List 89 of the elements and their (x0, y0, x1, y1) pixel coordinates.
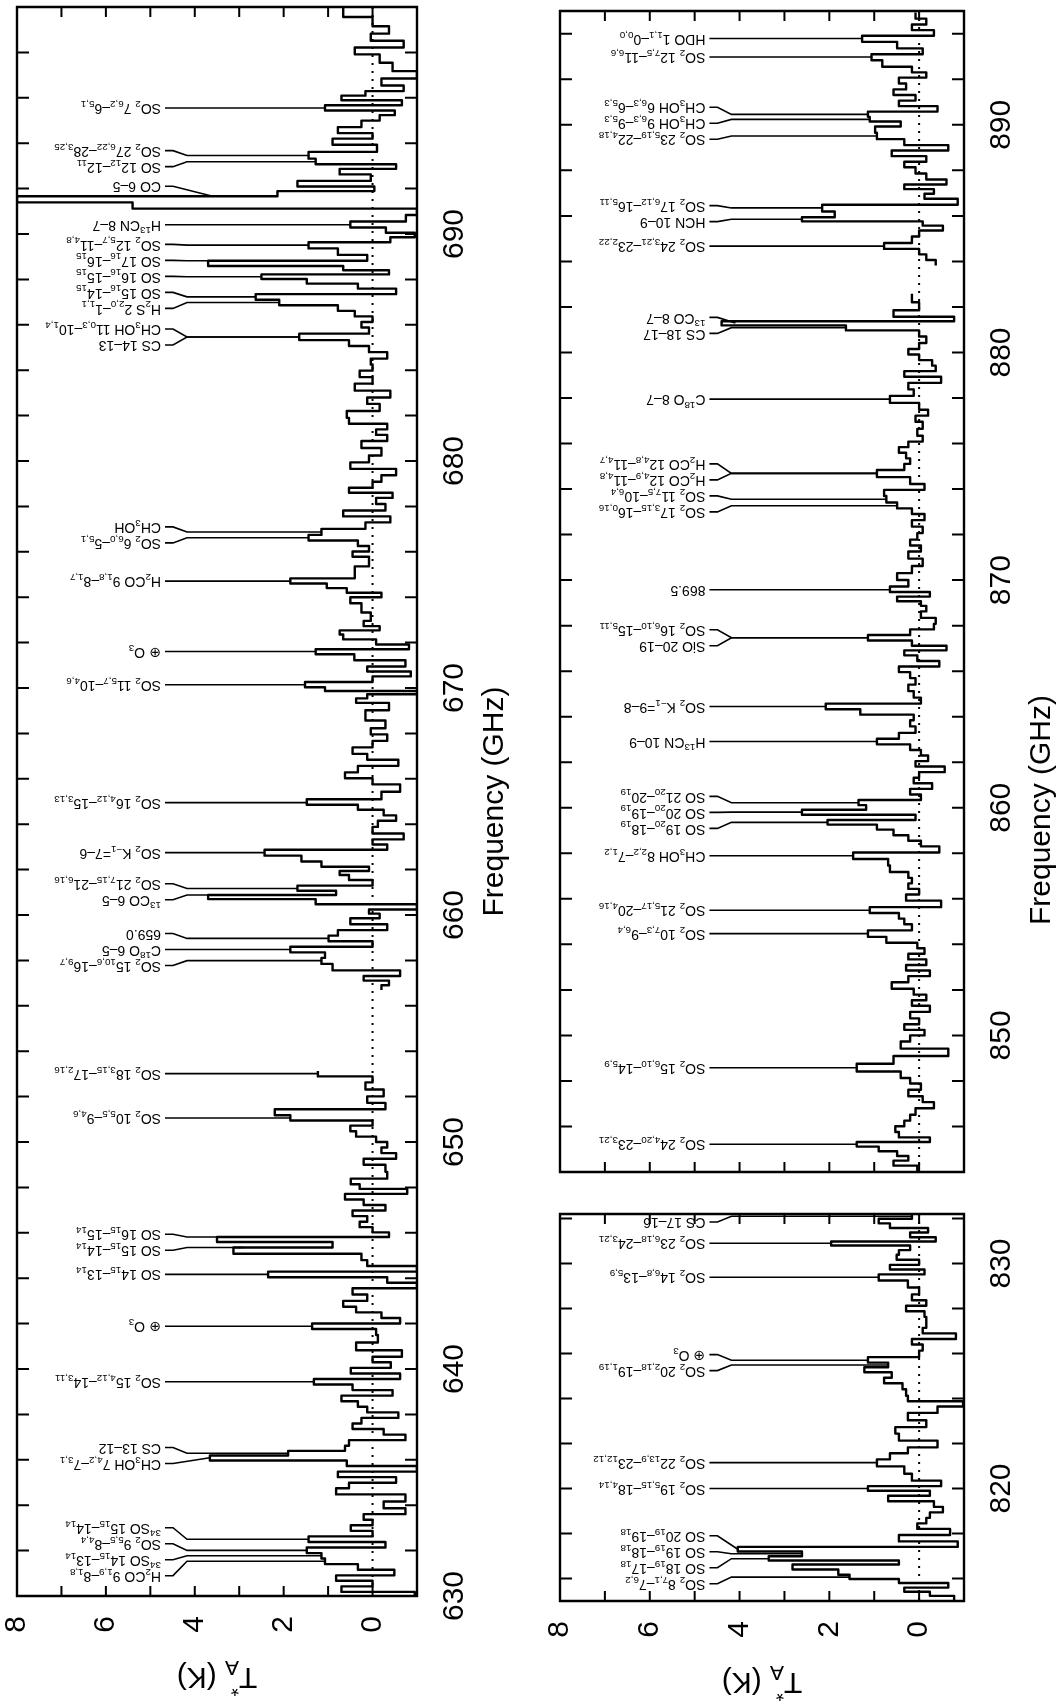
annotation: ⊕ O3 (128, 1317, 161, 1336)
y-tick-label: 820 (983, 1463, 1017, 1514)
y-tick-label: 680 (436, 435, 470, 487)
annotation: SO 1716–1615 (75, 251, 161, 270)
annotation: SO2 244,20–233,21 (598, 1135, 706, 1154)
annotation: SO 1212–1211 (76, 157, 161, 176)
annotation: SO2 235,19–224,18 (598, 130, 706, 149)
annotation: SO2 173,15–160,16 (598, 503, 706, 522)
y-tick-label: 830 (983, 1238, 1017, 1289)
annotation: SO2 K−1=9–8 (623, 697, 706, 716)
annotation: SO2 154,12–143,11 (55, 1372, 161, 1391)
annotation: CH3OH 110,3–101,4 (44, 320, 161, 339)
annotation: SO2 105,5–94,6 (72, 1109, 161, 1128)
annotation: SO2 2213,9–2312,12 (593, 1453, 706, 1472)
annotation: 13CO 6–5 (101, 892, 161, 912)
annotation: CS 17–16 (642, 1215, 706, 1232)
annotation: SO2 115,7–104,6 (65, 675, 161, 694)
annotation: H2CO 91,8–81,7 (69, 572, 161, 591)
x-tick-label: 6 (631, 1621, 665, 1638)
y-tick-label: 890 (983, 99, 1017, 150)
annotation: SO2 127,5–116,6 (610, 48, 706, 67)
annotation: CH3OH 74,2–73,1 (59, 1454, 161, 1473)
y-tick-label: 670 (436, 662, 470, 714)
annotation: SO 2120–2019 (620, 787, 706, 806)
annotation: CO 6–5 (112, 179, 161, 196)
y-tick-label: 860 (983, 782, 1017, 833)
y-tick-label: 660 (436, 889, 470, 941)
annotation: SO 1515–1414 (75, 1241, 161, 1260)
annotation: SO2 276,22–283,25 (53, 141, 161, 160)
y-axis-title: Frequency (GHz) (1023, 694, 1057, 926)
y-tick-label: 880 (983, 327, 1017, 378)
annotation: SO2 164,12–153,13 (53, 793, 161, 812)
annotation: 659.0 (125, 926, 161, 943)
annotation: CH3OH 82,2–71,2 (604, 846, 706, 865)
annotation: HDO 11,1–00,0 (619, 29, 706, 48)
annotation: SO2 202,18–191,19 (598, 1361, 706, 1380)
x-tick-label: 2 (264, 1616, 298, 1633)
annotation: SO2 125,7–114,8 (65, 235, 161, 254)
y-tick-label: 690 (436, 208, 470, 260)
annotation: SO 1920–1819 (620, 819, 706, 838)
annotation: SO 2020–1919 (620, 803, 706, 822)
y-axis-title: Frequency (GHz) (476, 686, 510, 917)
x-tick-label: 0 (353, 1616, 387, 1633)
annotation: H2S 22,0–11,1 (81, 299, 161, 318)
annotation: 13CO 8–7 (646, 310, 706, 329)
annotation: HCN 10–9 (639, 214, 706, 231)
x-tick-label: 4 (176, 1616, 210, 1633)
annotation: SO2 243,21–232,22 (598, 237, 706, 256)
annotation: ⊕ O3 (672, 1345, 706, 1364)
x-tick-label: 2 (810, 1621, 844, 1638)
x-tick-label: 0 (900, 1621, 934, 1638)
annotation: SO2 166,10–155,11 (599, 620, 706, 639)
annotation: ⊕ O3 (128, 642, 161, 661)
annotation: SiO 20–19 (639, 638, 706, 655)
x-tick-label: 4 (720, 1621, 754, 1638)
annotation: CS 14–13 (98, 338, 161, 355)
annotation: SO2 K−1=7–6 (79, 843, 161, 862)
annotation: SO2 156,10–145,9 (604, 1058, 706, 1077)
annotation: SO2 217,15–216,16 (53, 874, 161, 893)
annotation: SO2 146,8–135,9 (609, 1268, 706, 1287)
annotation: SO2 195,15–184,14 (598, 1479, 706, 1498)
annotation: SO2 215,17–204,16 (598, 901, 706, 920)
annotation: SO2 66,0–55,1 (80, 533, 161, 553)
annotation: SO2 76,2–65,1 (80, 99, 161, 118)
y-tick-label: 850 (983, 1010, 1017, 1061)
annotation: SO 1616–1515 (75, 267, 161, 286)
annotation: H13CN 8–7 (92, 217, 161, 237)
annotation: CS 13–12 (98, 1440, 161, 1457)
annotation: SO2 183,15–172,16 (53, 1064, 161, 1083)
y-tick-label: 640 (436, 1343, 470, 1395)
annotation: SO 1919–1818 (620, 1542, 706, 1561)
annotation: SO2 87,1–76,2 (625, 1574, 706, 1593)
x-tick-label: 8 (0, 1616, 32, 1633)
x-tick-label: 6 (87, 1616, 121, 1633)
annotation: 869.5 (670, 582, 706, 599)
annotation: SO 1819–1718 (620, 1558, 706, 1577)
annotation: CS 18–17 (642, 326, 706, 343)
annotation: C18O 8–7 (646, 392, 706, 411)
y-tick-label: 650 (436, 1116, 470, 1168)
annotation: H13CN 10–9 (628, 734, 706, 754)
y-tick-label: 630 (436, 1570, 470, 1622)
x-tick-label: 8 (541, 1621, 575, 1638)
annotation: SO2 107,3–96,4 (616, 924, 706, 943)
annotation: SO2 176,12–165,11 (599, 196, 706, 215)
annotation: SO 1615–1514 (75, 1225, 161, 1244)
annotation: SO 1415–1314 (75, 1265, 161, 1284)
annotation: SO2 236,18–243,21 (598, 1234, 706, 1253)
annotation: SO 2019–1918 (620, 1526, 706, 1545)
y-tick-label: 870 (983, 555, 1017, 606)
